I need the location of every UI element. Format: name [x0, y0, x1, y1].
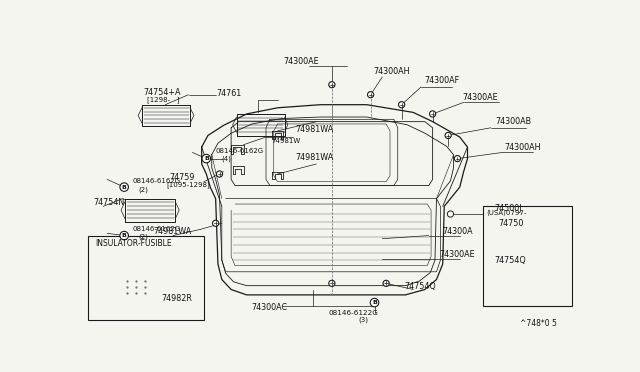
Text: 08146-6162G: 08146-6162G — [132, 178, 181, 184]
Text: 74300A: 74300A — [443, 227, 474, 236]
Text: 74981W: 74981W — [271, 138, 301, 144]
Text: B: B — [372, 300, 377, 305]
Text: 74300AE: 74300AE — [440, 250, 476, 259]
Text: 74982R: 74982R — [161, 294, 192, 303]
Bar — [483, 206, 572, 307]
Text: 08146-6162G: 08146-6162G — [132, 227, 181, 232]
Text: 74500J: 74500J — [495, 204, 522, 213]
Text: ^748*0 5: ^748*0 5 — [520, 319, 557, 328]
Text: 74759: 74759 — [169, 173, 195, 182]
Circle shape — [429, 111, 436, 117]
Text: 74300AB: 74300AB — [495, 117, 532, 126]
Circle shape — [447, 211, 454, 217]
Text: (3): (3) — [358, 316, 369, 323]
Text: 74754Q: 74754Q — [404, 282, 436, 291]
Circle shape — [367, 92, 374, 98]
Circle shape — [202, 154, 211, 163]
Text: 08146-6162G: 08146-6162G — [216, 148, 264, 154]
Text: B: B — [204, 156, 209, 161]
Circle shape — [120, 183, 129, 191]
Bar — [88, 235, 204, 320]
Text: B: B — [122, 185, 127, 190]
Text: INSULATOR-FUSIBLE: INSULATOR-FUSIBLE — [95, 239, 172, 248]
Text: 74300AE: 74300AE — [283, 57, 319, 66]
Circle shape — [216, 171, 223, 177]
Circle shape — [329, 81, 335, 88]
Text: 74981WA: 74981WA — [154, 227, 192, 236]
Circle shape — [383, 280, 389, 286]
Circle shape — [120, 231, 129, 240]
Circle shape — [399, 102, 404, 108]
Text: B: B — [122, 233, 127, 238]
Text: 74300AE: 74300AE — [463, 93, 499, 102]
Text: 74761: 74761 — [216, 89, 242, 97]
Text: 74300AH: 74300AH — [373, 67, 410, 76]
Text: (2): (2) — [138, 234, 148, 240]
Text: 08146-6122G: 08146-6122G — [328, 310, 378, 315]
Text: [1095-1298]: [1095-1298] — [167, 182, 211, 188]
Circle shape — [454, 155, 461, 162]
Text: 74750: 74750 — [499, 219, 524, 228]
Circle shape — [445, 132, 451, 139]
Text: [1298-   ]: [1298- ] — [147, 97, 180, 103]
Text: 74300AH: 74300AH — [505, 142, 541, 151]
Text: 74754Q: 74754Q — [495, 256, 527, 265]
Text: 74981WA: 74981WA — [296, 125, 333, 134]
Circle shape — [370, 298, 379, 307]
Text: 74981WA: 74981WA — [296, 153, 333, 162]
Circle shape — [329, 280, 335, 286]
Text: 74300AF: 74300AF — [424, 76, 460, 85]
Text: 74300AC: 74300AC — [252, 304, 288, 312]
Text: (4): (4) — [222, 155, 232, 162]
Circle shape — [212, 220, 219, 226]
Text: 74754+A: 74754+A — [143, 88, 181, 97]
Text: 74754N: 74754N — [93, 198, 124, 207]
Text: (2): (2) — [138, 186, 148, 193]
Text: ⟨USA⟩0797-: ⟨USA⟩0797- — [486, 209, 527, 216]
